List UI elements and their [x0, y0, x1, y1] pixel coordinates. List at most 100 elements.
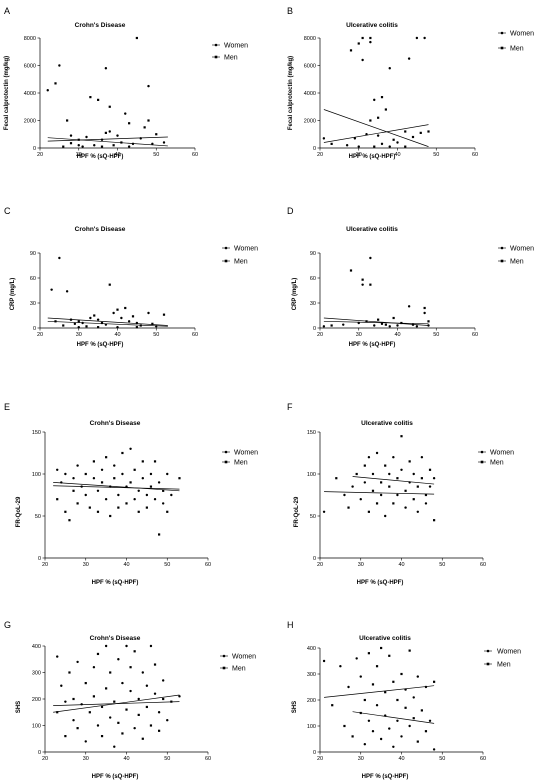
- y-tick-label: 0: [313, 326, 316, 332]
- trendline-men: [47, 137, 168, 147]
- trendline-men: [323, 109, 429, 147]
- y-tick-label: 150: [32, 430, 41, 436]
- x-tick-label: 60: [205, 756, 211, 762]
- data-point: [367, 456, 371, 459]
- data-point: [153, 498, 157, 501]
- data-point: [363, 743, 367, 746]
- data-point: [375, 704, 379, 707]
- data-point: [121, 732, 124, 735]
- data-point: [89, 96, 92, 99]
- data-point: [96, 318, 100, 321]
- data-point: [423, 306, 426, 310]
- data-point: [92, 477, 96, 480]
- data-point: [158, 729, 161, 732]
- data-point: [80, 485, 83, 488]
- panel-g: G Crohn's Disease HPF % (sQ-HPF) SHS Wom…: [4, 620, 256, 780]
- data-point: [424, 730, 428, 733]
- data-point: [117, 721, 120, 724]
- data-point: [420, 456, 424, 459]
- data-point: [433, 680, 436, 683]
- data-point: [371, 472, 375, 476]
- data-point: [420, 709, 423, 712]
- data-point: [380, 96, 384, 99]
- data-point: [178, 695, 181, 698]
- x-tick-label: 60: [472, 332, 478, 338]
- data-point: [416, 510, 419, 513]
- data-point: [97, 326, 100, 329]
- data-point: [433, 519, 436, 522]
- data-point: [416, 675, 419, 678]
- x-tick-label: 20: [37, 332, 43, 338]
- data-point: [109, 514, 112, 518]
- data-point: [367, 510, 370, 513]
- data-point: [412, 696, 415, 699]
- panel-d: D Ulcerative colitis HPF % (sQ-HPF) CRP …: [287, 206, 534, 348]
- data-point: [133, 468, 136, 471]
- data-point: [60, 684, 63, 687]
- data-point: [100, 481, 104, 484]
- data-point: [64, 510, 67, 513]
- panel-b-y-axis-title: Fecal calprotectin (mg/kg): [288, 56, 294, 130]
- panel-g-x-axis-title: HPF % (sQ-HPF): [92, 774, 139, 780]
- panel-e-letter: E: [4, 402, 10, 412]
- data-point: [137, 489, 140, 492]
- data-point: [384, 691, 387, 694]
- data-point: [330, 324, 333, 327]
- data-point: [77, 325, 80, 329]
- y-tick-label: 6000: [24, 64, 36, 70]
- data-point: [62, 145, 65, 148]
- y-tick-label: 200: [307, 698, 316, 704]
- trendline-men: [53, 701, 180, 706]
- data-point: [396, 141, 399, 144]
- data-point: [166, 472, 169, 476]
- data-point: [133, 726, 136, 730]
- legend-men-label: Men: [234, 460, 248, 467]
- panel-h-x-axis-title: HPF % (sQ-HPF): [362, 774, 409, 780]
- legend-women-label: Women: [497, 649, 521, 656]
- data-point: [432, 477, 436, 480]
- data-point: [375, 665, 379, 668]
- trendline-women: [53, 482, 180, 492]
- data-point: [407, 305, 411, 308]
- x-tick-label: 30: [356, 332, 362, 338]
- y-tick-label: 0: [33, 146, 36, 152]
- panel-d-y-axis-title: CRP (mg/L): [292, 278, 298, 311]
- data-point: [371, 683, 375, 686]
- y-tick-label: 300: [32, 671, 41, 677]
- panel-h-y-axis-title: SHS: [292, 701, 298, 713]
- y-tick-label: 0: [33, 326, 36, 332]
- data-point: [161, 679, 165, 682]
- y-tick-label: 2000: [24, 119, 36, 125]
- data-point: [153, 692, 157, 695]
- data-point: [162, 141, 166, 144]
- data-point: [113, 464, 116, 467]
- legend-women-label: Women: [510, 31, 534, 38]
- data-point: [404, 706, 407, 709]
- data-point: [369, 36, 372, 40]
- data-point: [131, 315, 135, 318]
- data-point: [404, 506, 407, 509]
- data-point: [69, 134, 73, 137]
- panel-h-letter: H: [287, 620, 294, 630]
- y-tick-label: 60: [30, 276, 36, 282]
- data-point: [388, 145, 391, 148]
- data-point: [85, 325, 88, 328]
- data-point: [388, 472, 391, 476]
- x-tick-label: 30: [83, 756, 89, 762]
- legend-women-label: Women: [232, 654, 256, 661]
- data-point: [135, 36, 138, 40]
- panel-g-plot: 20 30 40 50 60 0 100 200 300 400: [32, 644, 211, 762]
- data-point: [116, 134, 119, 137]
- data-point: [104, 498, 108, 501]
- panel-e-x-axis-title: HPF % (sQ-HPF): [92, 580, 139, 586]
- data-point: [396, 477, 399, 480]
- y-tick-label: 400: [307, 646, 316, 652]
- data-point: [369, 283, 372, 286]
- data-point: [100, 138, 104, 141]
- data-point: [349, 49, 353, 52]
- panel-b: B Ulcerative colitis HPF % (sQ-HPF) Feca…: [287, 6, 534, 160]
- x-tick-label: 30: [76, 332, 82, 338]
- panel-c-plot: 20 30 40 50 60 0 30 60 90: [30, 251, 198, 338]
- data-point: [342, 323, 345, 326]
